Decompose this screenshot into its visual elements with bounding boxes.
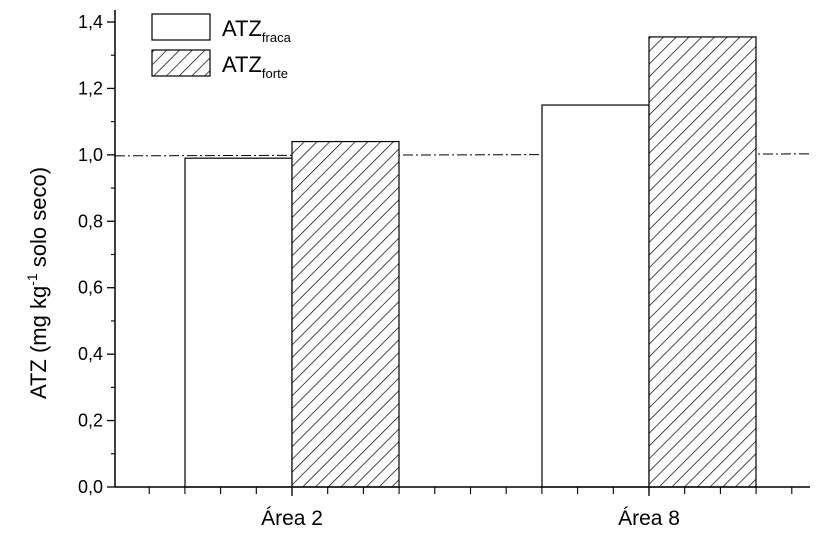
y-tick-label: 0,0: [78, 477, 103, 497]
y-tick-label: 0,2: [78, 411, 103, 431]
legend-swatch-forte: [151, 49, 211, 77]
legend-label-forte: ATZforte: [222, 52, 288, 81]
y-tick-label: 0,4: [78, 344, 103, 364]
bar-fraca: [541, 104, 650, 488]
x-tick-label: Área 2: [261, 507, 323, 530]
legend-label-fraca: ATZfraca: [222, 16, 292, 45]
bar-forte: [291, 140, 400, 488]
y-tick-label: 0,8: [78, 211, 103, 231]
legend-swatch-fraca: [151, 13, 211, 41]
legend: ATZfraca ATZforte: [151, 13, 292, 81]
bar-forte: [648, 36, 757, 488]
y-axis-label: ATZ (mg kg-1 solo seco): [24, 167, 51, 399]
bar-fraca: [184, 157, 293, 488]
y-tick-label: 1,2: [78, 78, 103, 98]
y-tick-label: 1,0: [78, 145, 103, 165]
x-tick-label: Área 8: [618, 507, 680, 530]
y-tick-label: 0,6: [78, 278, 103, 298]
y-tick-label: 1,4: [78, 12, 103, 32]
